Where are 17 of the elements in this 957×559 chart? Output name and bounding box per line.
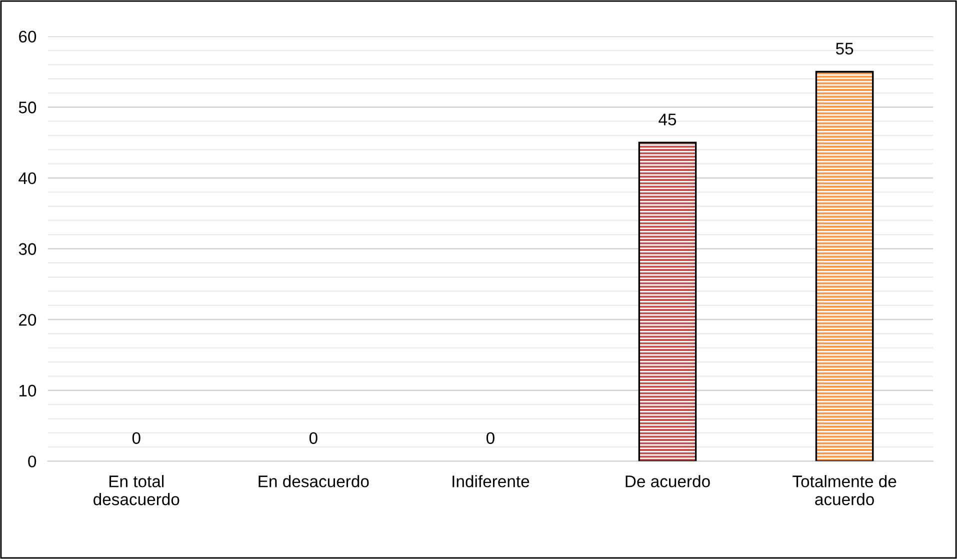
y-tick-label: 60 xyxy=(19,30,36,43)
x-tick-label: En total desacuerdo xyxy=(94,475,180,506)
data-label: 0 xyxy=(309,432,318,444)
y-tick-label: 10 xyxy=(19,384,36,397)
y-tick-label: 0 xyxy=(28,456,36,468)
y-tick-label: 40 xyxy=(18,172,36,184)
data-label: 45 xyxy=(658,114,676,126)
data-label: 55 xyxy=(836,42,854,55)
y-tick-label: 20 xyxy=(19,314,36,326)
x-tick-label: Indiferente xyxy=(452,475,530,488)
y-tick-label: 30 xyxy=(18,243,36,255)
x-tick-label: De acuerdo xyxy=(626,475,710,488)
x-tick-label: En desacuerdo xyxy=(258,475,369,488)
data-label: 0 xyxy=(486,432,494,444)
y-tick-label: 50 xyxy=(18,102,36,114)
x-tick-label: Totalmente de acuerdo xyxy=(792,475,896,506)
data-label: 0 xyxy=(132,432,140,444)
